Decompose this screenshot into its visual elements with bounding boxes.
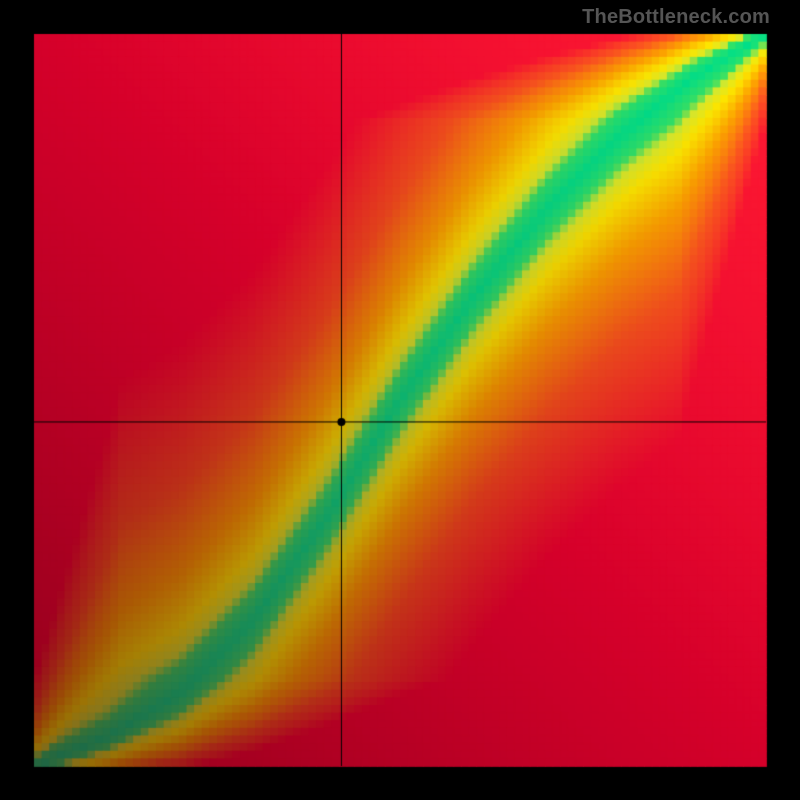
- chart-container: TheBottleneck.com: [0, 0, 800, 800]
- watermark-text: TheBottleneck.com: [582, 6, 770, 29]
- bottleneck-heatmap: [0, 0, 800, 800]
